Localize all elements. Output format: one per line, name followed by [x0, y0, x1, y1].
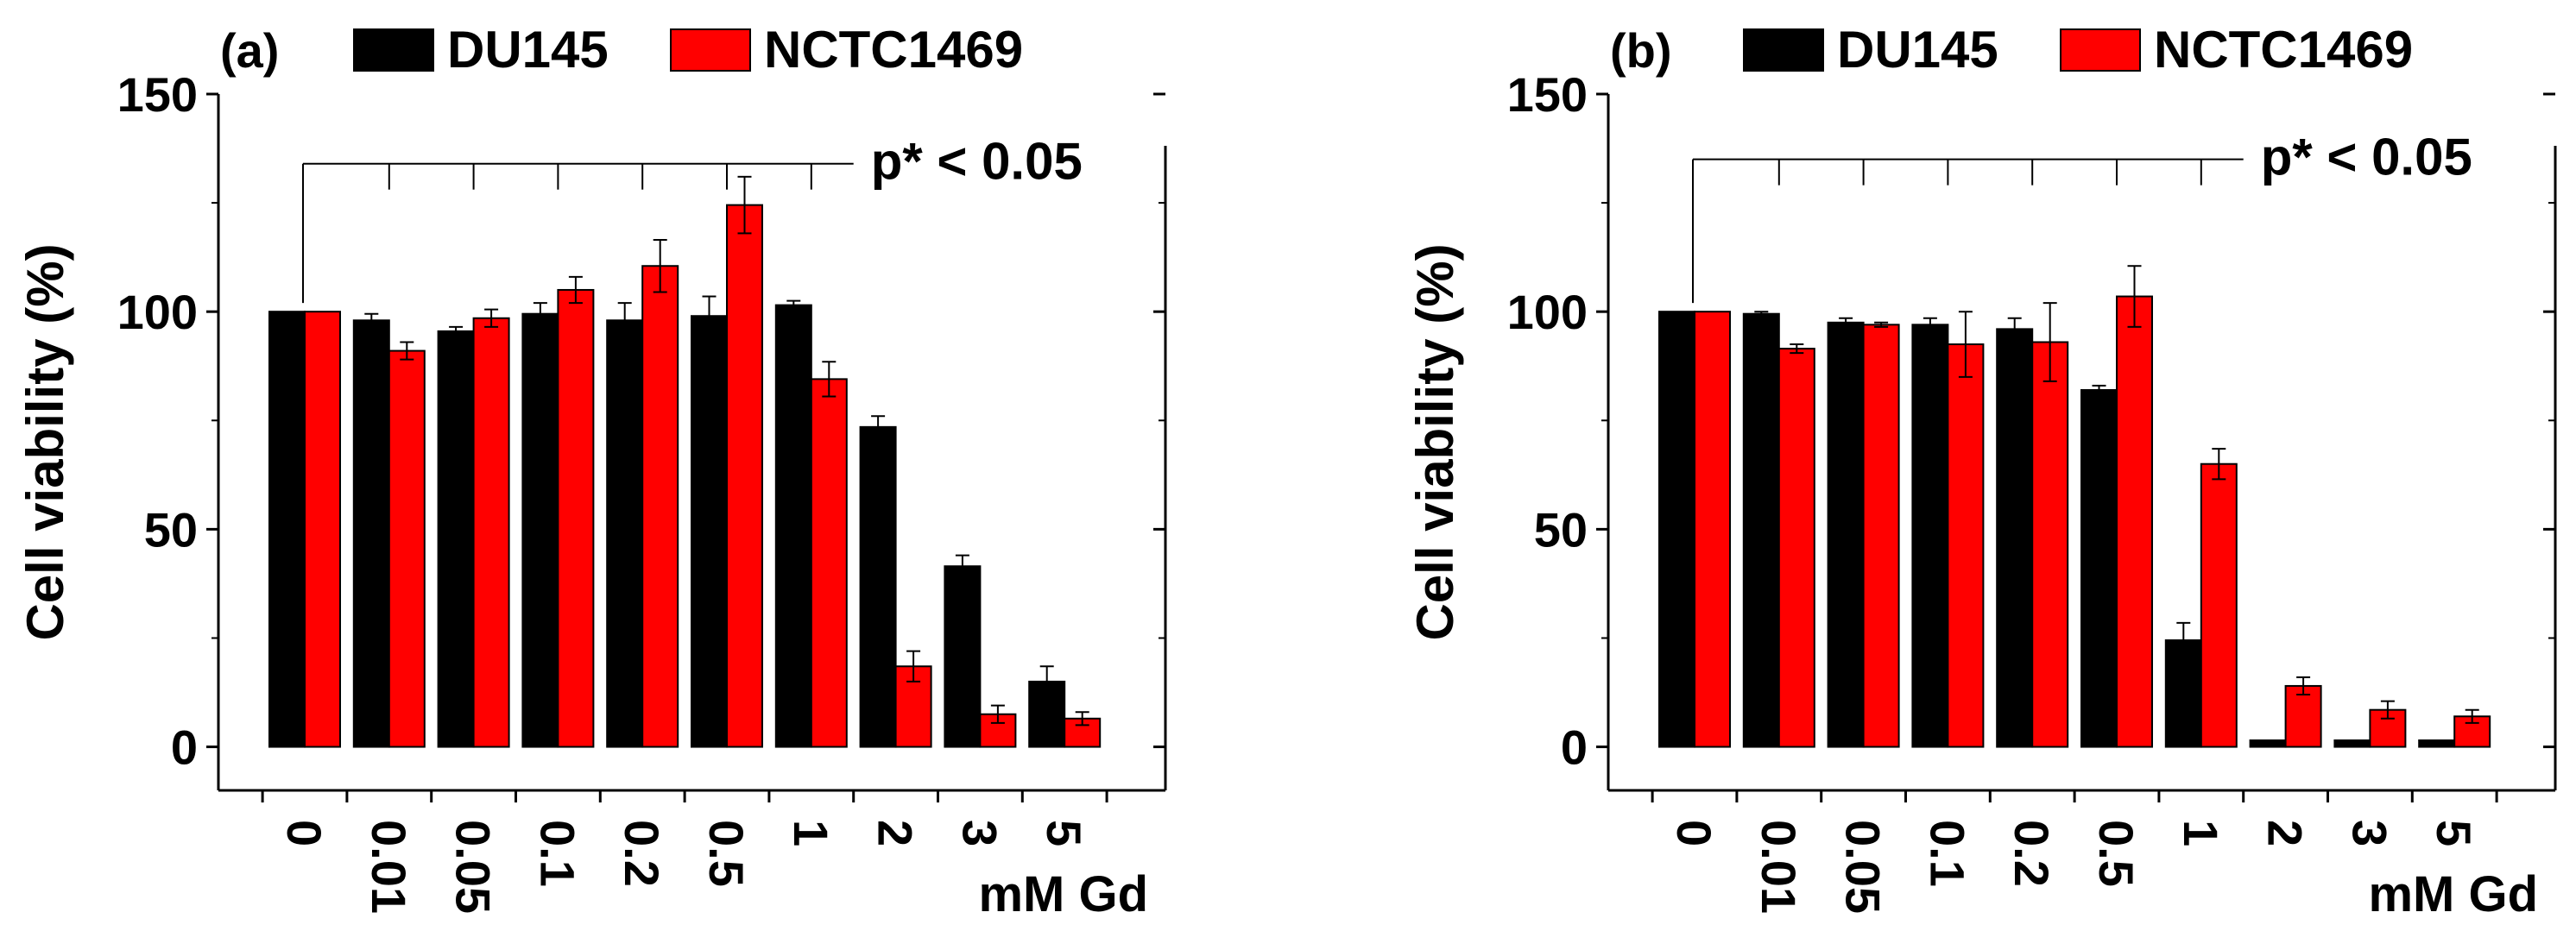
bar-du145-2 — [859, 425, 897, 748]
x-category-label: 0.05 — [1836, 820, 1891, 914]
significance-label: p* < 0.05 — [2261, 129, 2472, 186]
bar-du145-0.05 — [1827, 321, 1865, 748]
legend-swatch-du145 — [1743, 28, 1824, 72]
bar-du145-0.5 — [691, 315, 728, 748]
bar-nctc1469-0.05 — [1862, 324, 1900, 748]
bar-du145-0.1 — [1911, 324, 1949, 748]
bar-du145-0.01 — [1742, 312, 1780, 748]
bar-du145-0.5 — [2080, 388, 2118, 748]
x-category-label: 0 — [1667, 820, 1721, 846]
y-axis-title: Cell viability (%) — [16, 243, 74, 640]
x-axis-title: mM Gd — [2368, 866, 2538, 922]
x-category-label: 1 — [2174, 820, 2228, 846]
y-tick-label: 0 — [171, 720, 198, 775]
x-category-label: 0.1 — [530, 820, 584, 887]
x-category-label: 1 — [784, 820, 838, 846]
y-tick-label: 150 — [117, 67, 198, 122]
y-tick-label: 100 — [117, 285, 198, 339]
x-category-label: 0.01 — [1752, 820, 1806, 914]
panel-label: (a) — [220, 23, 279, 78]
legend-label-du145: DU145 — [1837, 21, 1998, 79]
bar-nctc1469-0.05 — [472, 317, 510, 748]
bar-nctc1469-0.5 — [2116, 295, 2153, 748]
x-category-label: 0.2 — [615, 820, 669, 887]
x-category-label: 3 — [952, 820, 1007, 846]
bar-nctc1469-0.1 — [557, 288, 595, 748]
legend-swatch-nctc1469 — [2060, 28, 2141, 72]
bar-nctc1469-1 — [810, 378, 848, 748]
bar-du145-0.01 — [352, 319, 390, 748]
bar-du145-2 — [2249, 739, 2287, 748]
x-category-label: 0 — [277, 820, 331, 846]
x-category-label: 0.2 — [2005, 820, 2059, 887]
legend-swatch-du145 — [353, 28, 434, 72]
legend-label-nctc1469: NCTC1469 — [764, 21, 1023, 79]
chart-panel-a: 0 50 100 150 Cell viability (%) 0 0.01 0.05 0.1 0… — [16, 21, 1167, 922]
bar-nctc1469-0.1 — [1947, 343, 1985, 748]
y-tick-label: 150 — [1507, 67, 1588, 122]
x-category-label: 2 — [2258, 820, 2313, 846]
legend-label-du145: DU145 — [447, 21, 609, 79]
x-category-label: 3 — [2342, 820, 2396, 846]
bar-du145-0.1 — [521, 312, 559, 748]
bar-du145-3 — [944, 565, 982, 748]
x-category-label: 5 — [2427, 820, 2481, 846]
bar-du145-0 — [1658, 311, 1695, 748]
x-category-label: 2 — [868, 820, 923, 846]
bar-nctc1469-0 — [1694, 311, 1731, 748]
x-axis-title: mM Gd — [978, 866, 1148, 922]
x-category-label: 0.5 — [2089, 820, 2144, 887]
y-tick-label: 100 — [1507, 285, 1588, 339]
bar-du145-0 — [268, 311, 306, 748]
legend-swatch-nctc1469 — [670, 28, 751, 72]
bar-du145-3 — [2333, 739, 2371, 748]
y-tick-label: 0 — [1561, 720, 1588, 775]
y-axis-title: Cell viability (%) — [1406, 243, 1464, 640]
bar-nctc1469-0 — [304, 311, 341, 748]
legend-label-nctc1469: NCTC1469 — [2154, 21, 2413, 79]
x-category-label: 0.01 — [362, 820, 416, 914]
bar-nctc1469-0.01 — [388, 349, 426, 748]
bar-nctc1469-0.2 — [2031, 341, 2069, 748]
bar-du145-0.2 — [606, 319, 644, 748]
bar-du145-5 — [2418, 739, 2456, 748]
bar-du145-0.05 — [437, 330, 475, 748]
y-tick-label: 50 — [144, 502, 198, 557]
bar-nctc1469-0.01 — [1777, 348, 1815, 748]
significance-label: p* < 0.05 — [871, 133, 1083, 191]
bar-du145-0.2 — [1996, 328, 2034, 748]
bar-nctc1469-0.5 — [726, 204, 763, 748]
x-category-label: 5 — [1037, 820, 1091, 846]
chart-panel-b: 0 50 100 150 Cell viability (%) 0 0.01 0.05 0.1 0… — [1406, 21, 2557, 922]
bar-nctc1469-0.2 — [641, 265, 679, 748]
x-category-label: 0.5 — [699, 820, 754, 887]
bar-du145-1 — [774, 304, 812, 748]
bar-nctc1469-1 — [2200, 462, 2238, 748]
x-category-label: 0.05 — [446, 820, 501, 914]
panel-label: (b) — [1610, 23, 1672, 78]
x-category-label: 0.1 — [1920, 820, 1974, 887]
y-tick-label: 50 — [1534, 502, 1588, 557]
